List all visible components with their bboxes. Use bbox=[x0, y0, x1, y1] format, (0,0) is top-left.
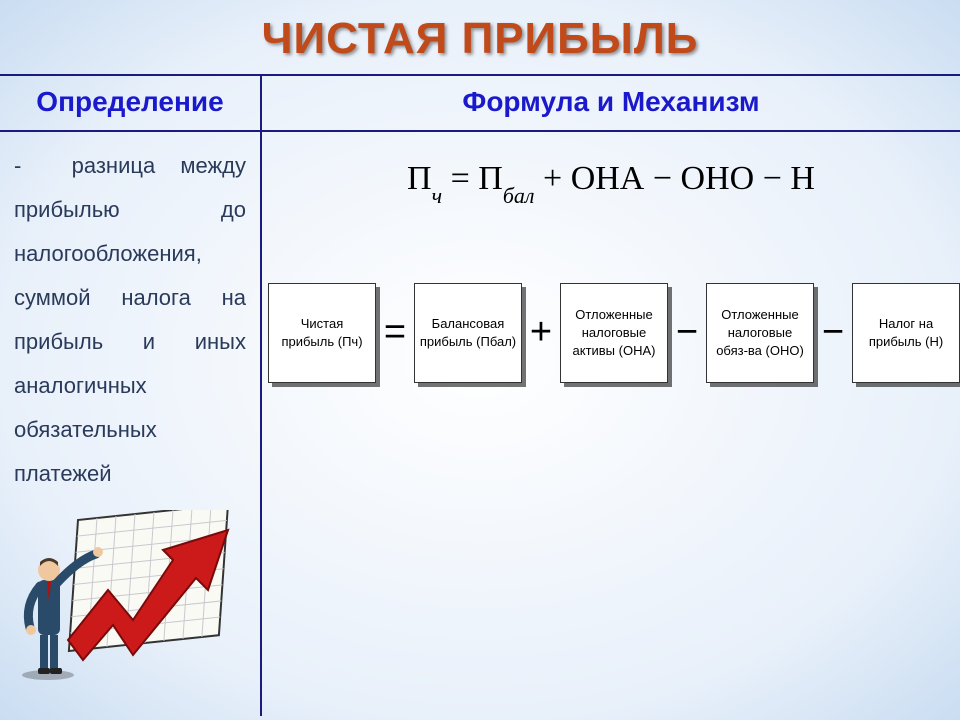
mechanism-op-eq: = bbox=[382, 311, 408, 354]
formula-minus1: − bbox=[644, 160, 680, 197]
formula-plus: + bbox=[535, 160, 571, 197]
definition-header: Определение bbox=[0, 76, 260, 130]
formula-t3: ОНО bbox=[681, 160, 755, 197]
formula-eq: = bbox=[442, 160, 478, 197]
formula-t4: Н bbox=[790, 160, 815, 197]
mechanism-op-minus1: − bbox=[674, 311, 700, 354]
definition-text: - разница между прибылью до налогообложе… bbox=[0, 132, 260, 496]
mechanism-box-net-profit: Чистая прибыль (Пч) bbox=[268, 283, 376, 383]
formula-minus2: − bbox=[754, 160, 790, 197]
mechanism-op-minus2: − bbox=[820, 311, 846, 354]
growth-chart-clipart-icon bbox=[18, 510, 238, 680]
mechanism-box-profit-tax: Налог на прибыль (Н) bbox=[852, 283, 960, 383]
formula-t1-main: П bbox=[478, 160, 503, 197]
mechanism-box-balance-profit: Балансовая прибыль (Пбал) bbox=[414, 283, 522, 383]
formula-header: Формула и Механизм bbox=[262, 76, 960, 130]
slide-title: ЧИСТАЯ ПРИБЫЛЬ bbox=[0, 0, 960, 74]
column-formula: Формула и Механизм Пч = Пбал + ОНА − ОНО… bbox=[262, 76, 960, 716]
mechanism-row: Чистая прибыль (Пч) = Балансовая прибыль… bbox=[262, 213, 960, 383]
formula-expression: Пч = Пбал + ОНА − ОНО − Н bbox=[262, 132, 960, 213]
mechanism-op-plus: + bbox=[528, 311, 554, 354]
formula-lhs-main: П bbox=[407, 160, 432, 197]
mechanism-box-deferred-tax-assets: Отложенные налоговые активы (ОНА) bbox=[560, 283, 668, 383]
formula-lhs-sub: ч bbox=[432, 183, 443, 208]
formula-t1-sub: бал bbox=[503, 183, 535, 208]
mechanism-box-deferred-tax-liab: Отложенные налоговые обяз-ва (ОНО) bbox=[706, 283, 814, 383]
formula-t2: ОНА bbox=[571, 160, 645, 197]
